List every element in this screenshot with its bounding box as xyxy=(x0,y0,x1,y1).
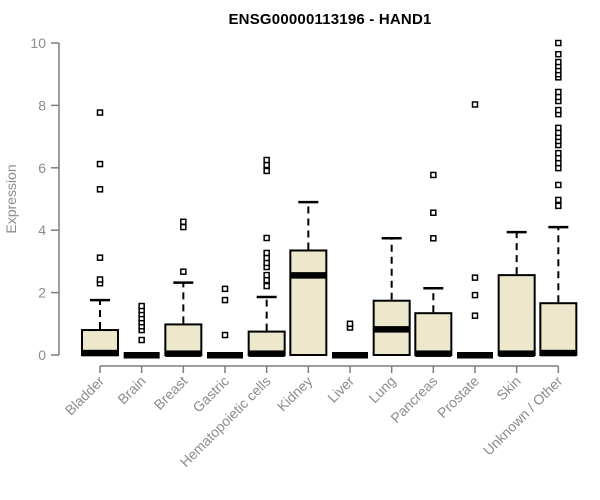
outlier-point xyxy=(430,171,437,179)
outlier-point xyxy=(96,109,104,116)
outlier-point xyxy=(263,167,270,175)
x-tick-label: Kidney xyxy=(274,373,316,415)
x-tick-label: Lung xyxy=(365,373,398,406)
outlier-point xyxy=(96,160,104,168)
median-bar xyxy=(165,350,202,357)
boxplot-category xyxy=(497,230,536,357)
y-tick-label: 0 xyxy=(38,347,46,363)
outlier-point xyxy=(263,156,270,164)
outlier-point xyxy=(430,235,437,242)
outlier-point xyxy=(430,209,437,216)
y-tick-label: 8 xyxy=(38,97,46,113)
outlier-point xyxy=(555,124,562,132)
box xyxy=(497,274,536,356)
boxplot-category xyxy=(539,39,578,357)
y-tick-label: 4 xyxy=(38,222,46,238)
outlier-point xyxy=(471,274,479,281)
outlier-point xyxy=(138,302,145,310)
outlier-point xyxy=(263,234,270,242)
outlier-point xyxy=(471,291,479,299)
x-tick-label: Liver xyxy=(324,373,357,406)
x-tick-label: Skin xyxy=(493,373,524,404)
median-bar xyxy=(290,272,327,279)
outlier-point xyxy=(555,50,562,58)
outlier-point xyxy=(221,285,229,293)
outlier-point xyxy=(263,282,270,290)
y-tick-label: 6 xyxy=(38,160,46,176)
outlier-point xyxy=(96,276,104,283)
outlier-point xyxy=(138,336,145,344)
median-bar xyxy=(498,350,535,357)
median-bar xyxy=(457,352,494,359)
x-tick-label: Brain xyxy=(114,373,148,407)
outlier-point xyxy=(555,39,562,47)
y-axis-label: Expression xyxy=(3,164,19,233)
y-tick-label: 10 xyxy=(30,35,46,51)
median-bar xyxy=(540,349,577,357)
chart-title: ENSG00000113196 - HAND1 xyxy=(228,11,432,28)
outlier-point xyxy=(555,88,562,96)
boxplot-category xyxy=(207,285,244,359)
outlier-point xyxy=(346,320,354,328)
box xyxy=(289,249,328,356)
median-bar xyxy=(332,352,369,359)
y-axis: 0 2 4 6 8 10 Expression xyxy=(3,35,60,363)
median-bar xyxy=(415,350,452,357)
outlier-point xyxy=(555,106,562,114)
outlier-point xyxy=(555,196,562,204)
outlier-point xyxy=(221,331,229,339)
outlier-point xyxy=(180,268,187,275)
outlier-point xyxy=(555,202,562,210)
box xyxy=(414,312,453,356)
outlier-point xyxy=(263,271,270,279)
median-bar xyxy=(373,326,410,333)
median-bar xyxy=(123,352,160,359)
boxplot-category xyxy=(457,101,494,359)
outlier-point xyxy=(180,218,187,226)
box xyxy=(164,323,203,357)
outlier-point xyxy=(180,223,187,231)
outlier-point xyxy=(96,254,104,261)
y-tick-label: 2 xyxy=(38,285,46,301)
outlier-point xyxy=(221,296,229,304)
x-tick-label: Prostate xyxy=(434,373,482,421)
boxplot-category xyxy=(81,109,119,357)
box xyxy=(539,302,578,357)
x-tick-label: Breast xyxy=(151,373,191,413)
outlier-point xyxy=(263,249,270,257)
boxplot-category xyxy=(414,171,453,357)
outlier-point xyxy=(555,58,562,66)
x-tick-label: Unknown / Other xyxy=(480,373,566,459)
outlier-point xyxy=(96,186,104,193)
outlier-point xyxy=(555,181,562,189)
boxplot-category xyxy=(332,320,369,359)
median-bar xyxy=(207,352,244,359)
median-bar xyxy=(82,349,118,357)
outlier-point xyxy=(471,101,479,108)
outlier-point xyxy=(555,149,562,157)
boxplot-category xyxy=(123,302,160,359)
boxplot-category xyxy=(164,218,203,357)
median-bar xyxy=(248,350,285,357)
x-tick-label: Bladder xyxy=(62,373,108,419)
outlier-point xyxy=(471,312,479,319)
boxplot-category xyxy=(372,237,411,357)
boxplot-category xyxy=(247,156,286,357)
boxplot-category xyxy=(289,200,328,356)
